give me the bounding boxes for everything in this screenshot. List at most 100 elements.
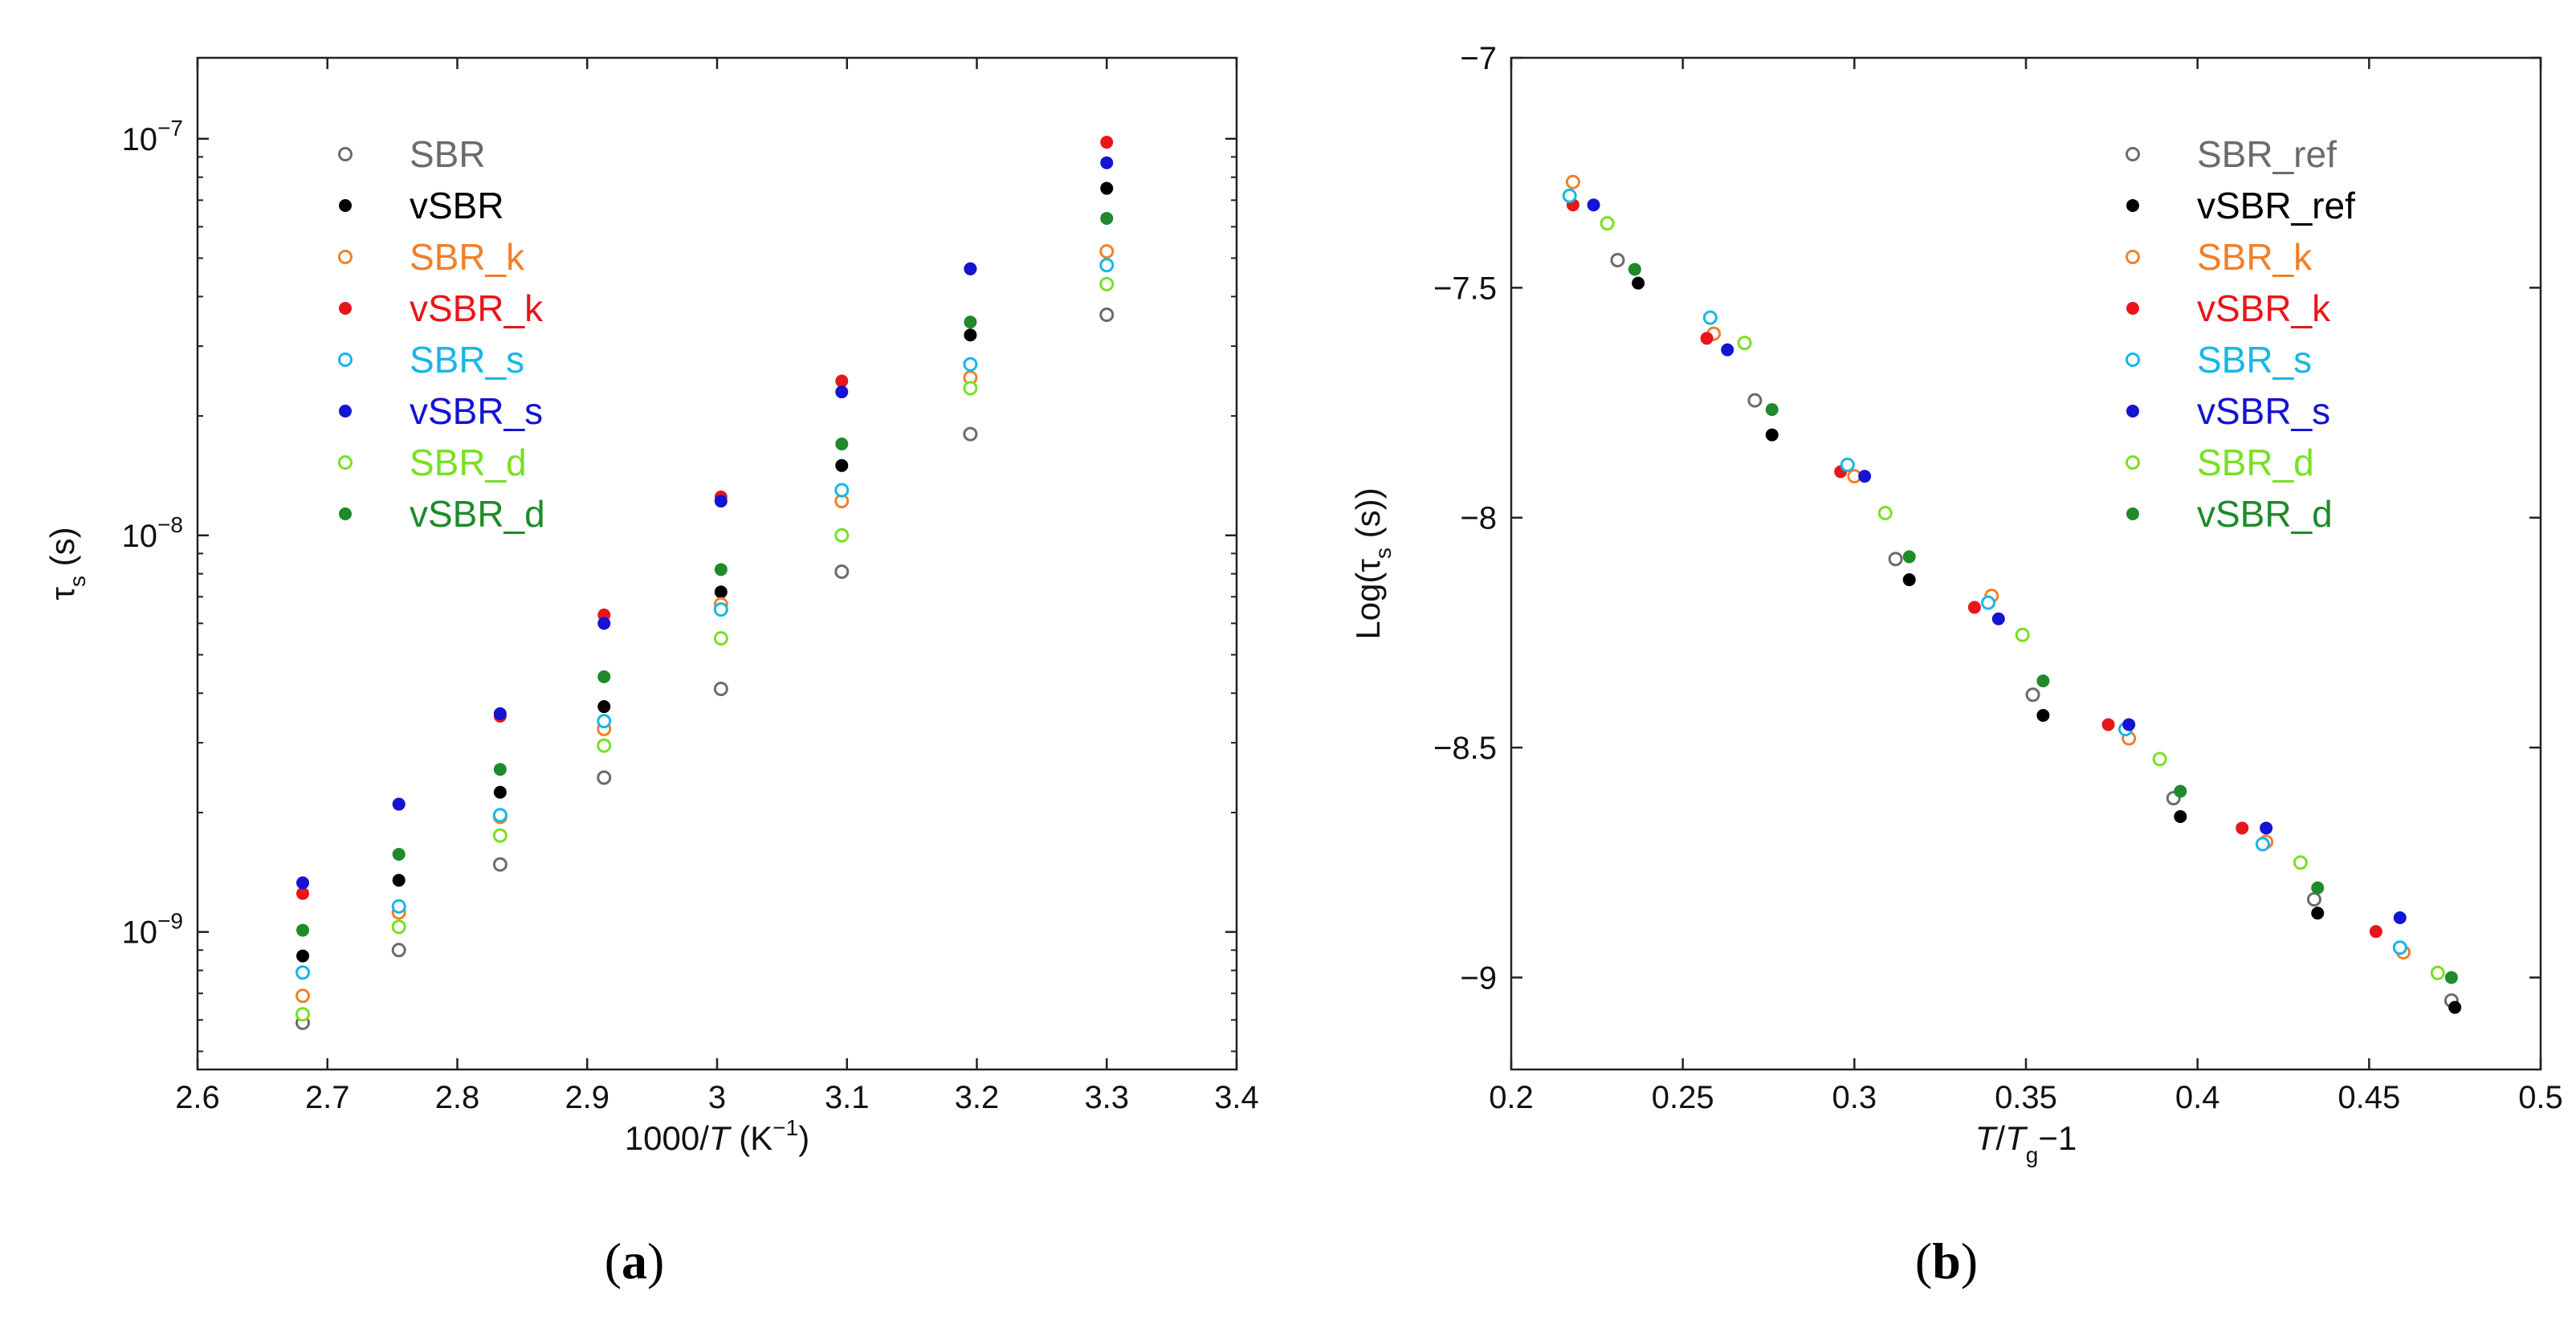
data-point-sbr xyxy=(391,943,406,958)
y-tick-label: −7 xyxy=(1460,41,1497,76)
y-tick-label: −7.5 xyxy=(1433,271,1497,306)
data-point-sbr-s xyxy=(963,356,978,372)
data-point-vsbr-s xyxy=(1587,198,1600,212)
data-point-vsbr-d xyxy=(392,847,406,861)
x-axis-title-variable-tg: T xyxy=(2005,1119,2028,1157)
x-tick-label: 3.3 xyxy=(1084,1080,1129,1115)
x-tick-label: 2.9 xyxy=(565,1080,609,1115)
data-point-sbr-d xyxy=(2152,752,2167,767)
legend-label-vsbr-d: vSBR_d xyxy=(2197,493,2333,535)
data-point-sbr xyxy=(1099,307,1115,322)
x-axis-title-exponent: −1 xyxy=(772,1115,798,1140)
y-tick-base: 10 xyxy=(122,519,158,554)
panel-b: 0.2 0.25 0.3 0.35 0.4 0.45 0.5 −7 −7.5 −8 −8.5 −9 SB… xyxy=(1349,41,2563,1289)
data-point-sbr-s xyxy=(1980,595,1995,610)
data-point-vsbr xyxy=(597,700,611,714)
legend-marker-vsbr-k xyxy=(339,302,352,315)
legend-label-sbr-d: SBR_d xyxy=(2197,442,2314,483)
data-point-sbr-ref xyxy=(2025,687,2040,703)
panel-caption-letter: a xyxy=(622,1232,647,1289)
y-axis-title-unit: (s) xyxy=(43,527,81,576)
data-point-vsbr-ref xyxy=(1902,573,1916,587)
data-point-vsbr-ref xyxy=(2174,810,2187,823)
x-tick-label: 0.3 xyxy=(1832,1080,1877,1115)
data-point-vsbr-s xyxy=(2393,911,2407,924)
legend-marker-sbr xyxy=(338,147,353,161)
data-point-sbr-d xyxy=(2430,965,2445,980)
legend-label-vsbr-k: vSBR_k xyxy=(410,287,544,329)
data-point-sbr-s xyxy=(1702,310,1718,325)
panel-caption: (b) xyxy=(1915,1232,1978,1289)
legend: SBR vSBR SBR_k vSBR_k SBR_s vSBR_s SBR_d vSBR_d xyxy=(338,133,545,535)
legend-label-sbr-s: SBR_s xyxy=(2197,339,2312,381)
data-point-sbr-k xyxy=(1565,174,1580,189)
legend-marker-vsbr-s xyxy=(339,405,352,418)
x-tick-label: 0.5 xyxy=(2518,1080,2563,1115)
data-point-vsbr xyxy=(296,949,310,963)
y-axis-title: Log(τs (s)) xyxy=(1349,487,1396,639)
data-point-sbr-d xyxy=(834,528,850,543)
y-axis-title-subscript: s xyxy=(65,576,90,587)
legend-label-sbr-d: SBR_d xyxy=(410,442,527,483)
data-point-sbr-d xyxy=(2015,627,2030,642)
data-point-sbr-ref xyxy=(1610,253,1625,267)
data-point-vsbr-k xyxy=(1700,332,1714,345)
legend-label-sbr: SBR xyxy=(410,133,486,175)
data-point-vsbr-s xyxy=(296,876,310,890)
x-tick-label: 0.4 xyxy=(2175,1080,2220,1115)
y-axis-title-subscript: s xyxy=(1371,548,1396,559)
data-point-vsbr xyxy=(964,328,977,342)
data-point-vsbr-d xyxy=(296,923,310,937)
data-point-vsbr-s xyxy=(1991,612,2005,625)
x-tick-label: 0.25 xyxy=(1652,1080,1714,1115)
data-point-sbr xyxy=(492,857,507,872)
data-point-vsbr-ref xyxy=(2311,906,2325,920)
data-point-vsbr-d xyxy=(597,670,611,683)
legend-label-vsbr: vSBR xyxy=(410,185,504,226)
data-point-vsbr-ref xyxy=(2448,1000,2462,1014)
data-point-sbr-d xyxy=(1737,336,1752,351)
data-point-vsbr-d xyxy=(714,563,728,576)
y-axis-title-unit: (s)) xyxy=(1349,487,1387,548)
data-point-sbr-s xyxy=(2255,837,2270,852)
data-point-vsbr xyxy=(714,585,728,599)
legend-marker-sbr-k xyxy=(338,250,353,264)
y-tick-label: −8 xyxy=(1460,501,1497,536)
data-point-sbr-s xyxy=(1840,457,1855,472)
data-point-vsbr-s xyxy=(2122,718,2136,731)
y-tick-base: 10 xyxy=(122,915,158,951)
data-point-sbr-s xyxy=(713,602,728,617)
data-point-vsbr-k xyxy=(1100,136,1114,149)
data-point-sbr-k xyxy=(1099,244,1115,259)
data-point-sbr-d xyxy=(713,631,728,646)
y-tick-exponent: −7 xyxy=(157,116,183,141)
data-point-sbr-s xyxy=(1562,188,1577,203)
x-tick-label: 0.35 xyxy=(1995,1080,2057,1115)
x-tick-label: 3.1 xyxy=(825,1080,870,1115)
data-point-vsbr-s xyxy=(597,617,611,630)
data-point-vsbr-s xyxy=(1100,156,1114,169)
y-tick-label: 10−8 xyxy=(122,512,183,554)
data-point-sbr-s xyxy=(492,808,507,823)
x-tick-label: 3.2 xyxy=(955,1080,1000,1115)
data-point-vsbr-k xyxy=(2369,925,2382,939)
data-point-vsbr-k xyxy=(835,374,849,388)
x-axis-title-variable: T xyxy=(1975,1119,1999,1157)
data-point-vsbr-s xyxy=(392,797,406,811)
legend-label-sbr-ref: SBR_ref xyxy=(2197,133,2337,175)
y-tick-exponent: −9 xyxy=(157,909,183,934)
x-axis-title-offset: −1 xyxy=(2038,1119,2077,1157)
panel-caption-letter: b xyxy=(1932,1232,1961,1289)
y-tick-label: 10−7 xyxy=(122,116,183,157)
data-point-vsbr-d xyxy=(2311,881,2325,894)
legend-marker-sbr-d xyxy=(338,455,353,470)
data-point-sbr-d xyxy=(1600,216,1615,231)
legend-marker-vsbr-s xyxy=(2126,405,2139,418)
legend-label-vsbr-s: vSBR_s xyxy=(410,390,543,432)
y-tick-base: 10 xyxy=(122,122,158,157)
x-axis-title-variable: T xyxy=(709,1119,732,1157)
data-point-sbr xyxy=(963,426,978,442)
data-point-vsbr-d xyxy=(1765,403,1779,417)
data-point-sbr-ref xyxy=(2306,892,2321,907)
